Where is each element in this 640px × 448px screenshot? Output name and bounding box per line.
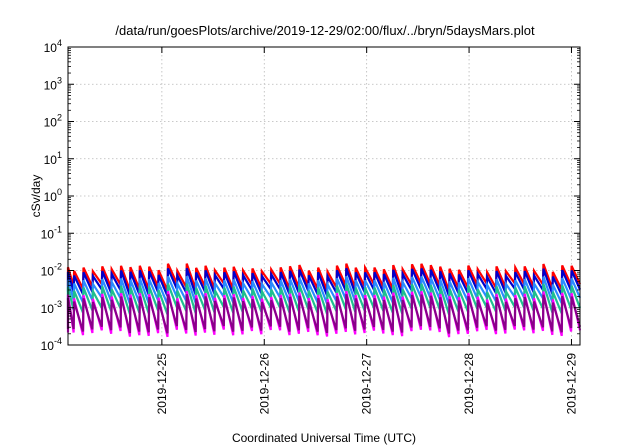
y-tick-label: 10-1 xyxy=(41,224,62,241)
y-tick-label: 10-3 xyxy=(41,299,62,316)
y-axis-label: cSv/day xyxy=(29,175,43,218)
x-axis-label: Coordinated Universal Time (UTC) xyxy=(232,431,416,445)
x-tick-label: 2019-12-27 xyxy=(360,353,374,415)
x-tick-label: 2019-12-25 xyxy=(155,353,169,415)
y-tick-label: 100 xyxy=(44,187,62,204)
x-tick-label: 2019-12-29 xyxy=(564,353,578,415)
y-tick-label: 10-4 xyxy=(41,336,62,353)
series-group xyxy=(66,263,582,338)
y-tick-label: 104 xyxy=(44,38,62,55)
plot-frame xyxy=(67,46,581,346)
x-axis: 2019-12-25 2019-12-26 2019-12-27 2019-12-28… xyxy=(155,47,578,415)
chart-title: /data/run/goesPlots/archive/2019-12-29/0… xyxy=(115,23,535,38)
y-axis: 104 103 102 101 100 10-1 10-2 10-3 10-4 xyxy=(41,38,580,353)
x-tick-label: 2019-12-28 xyxy=(462,353,476,415)
y-tick-label: 10-2 xyxy=(41,262,62,279)
series-line xyxy=(66,294,582,334)
y-tick-label: 102 xyxy=(44,113,62,130)
x-tick-label: 2019-12-26 xyxy=(257,353,271,415)
y-tick-label: 101 xyxy=(44,150,62,167)
y-tick-label: 103 xyxy=(44,75,62,92)
